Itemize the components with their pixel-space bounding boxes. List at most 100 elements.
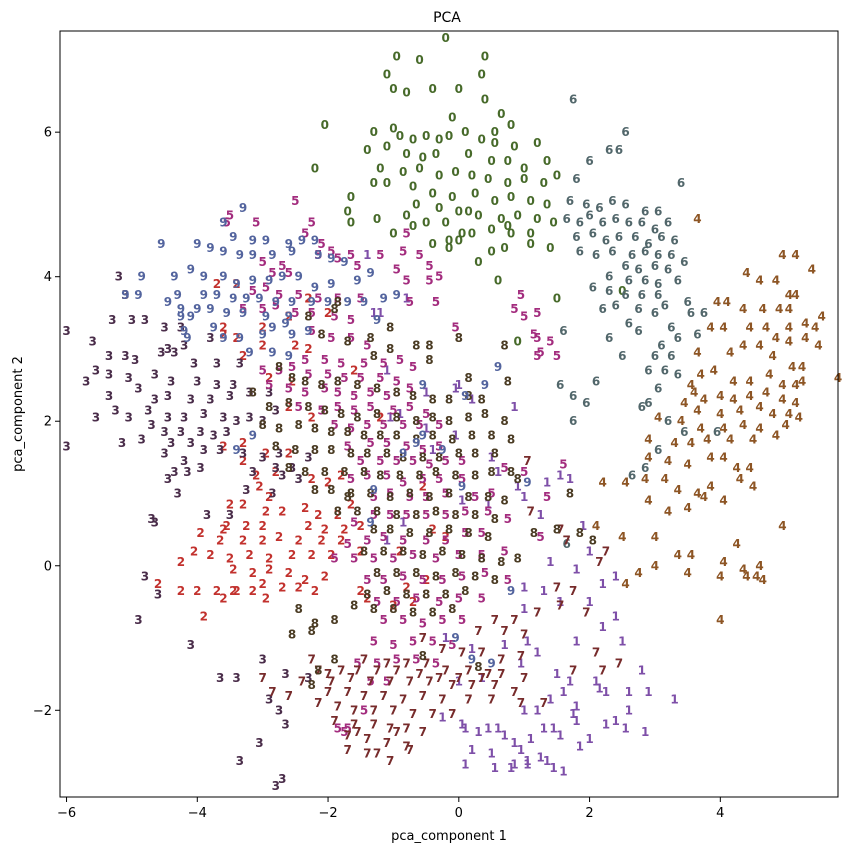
scatter-point-digit-9: 9 (249, 273, 257, 287)
scatter-point-digit-4: 4 (768, 407, 776, 421)
scatter-point-digit-1: 1 (566, 472, 574, 486)
scatter-point-digit-5: 5 (294, 288, 302, 302)
scatter-point-digit-3: 3 (209, 429, 217, 443)
scatter-point-digit-5: 5 (536, 530, 544, 544)
scatter-point-digit-8: 8 (386, 320, 394, 334)
scatter-point-digit-5: 5 (393, 454, 401, 468)
scatter-point-digit-4: 4 (785, 407, 793, 421)
scatter-point-digit-5: 5 (327, 331, 335, 345)
scatter-point-digit-8: 8 (321, 403, 329, 417)
scatter-point-digit-5: 5 (399, 613, 407, 627)
scatter-point-digit-8: 8 (350, 599, 358, 613)
scatter-point-digit-8: 8 (275, 421, 283, 435)
scatter-point-digit-8: 8 (272, 440, 280, 454)
scatter-point-digit-6: 6 (654, 443, 662, 457)
scatter-point-digit-4: 4 (746, 461, 754, 475)
scatter-point-digit-4: 4 (755, 338, 763, 352)
scatter-point-digit-9: 9 (438, 443, 446, 457)
scatter-point-digit-5: 5 (301, 385, 309, 399)
scatter-point-digit-4: 4 (651, 530, 659, 544)
scatter-point-digit-3: 3 (219, 411, 227, 425)
scatter-point-digit-6: 6 (605, 270, 613, 284)
scatter-point-digit-4: 4 (683, 501, 691, 515)
scatter-point-digit-0: 0 (412, 197, 420, 211)
scatter-point-digit-3: 3 (115, 270, 123, 284)
scatter-point-digit-3: 3 (272, 403, 280, 417)
scatter-point-digit-5: 5 (350, 515, 358, 529)
scatter-point-digit-1: 1 (494, 465, 502, 479)
scatter-point-digit-4: 4 (661, 472, 669, 486)
scatter-point-digit-0: 0 (543, 197, 551, 211)
scatter-point-digit-8: 8 (461, 584, 469, 598)
scatter-point-digit-6: 6 (644, 237, 652, 251)
scatter-point-digit-9: 9 (187, 262, 195, 276)
scatter-point-digit-3: 3 (242, 483, 250, 497)
scatter-point-digit-1: 1 (523, 754, 531, 768)
scatter-point-digit-2: 2 (177, 584, 185, 598)
scatter-point-digit-5: 5 (425, 458, 433, 472)
scatter-point-digit-2: 2 (278, 580, 286, 594)
scatter-point-digit-2: 2 (321, 523, 329, 537)
scatter-point-digit-5: 5 (376, 454, 384, 468)
scatter-point-digit-3: 3 (229, 378, 237, 392)
scatter-point-digit-5: 5 (409, 454, 417, 468)
scatter-point-digit-5: 5 (383, 436, 391, 450)
scatter-point-digit-4: 4 (644, 450, 652, 464)
scatter-point-digit-1: 1 (579, 519, 587, 533)
scatter-point-digit-5: 5 (442, 486, 450, 500)
scatter-point-digit-5: 5 (478, 526, 486, 540)
scatter-point-digit-0: 0 (504, 154, 512, 168)
scatter-point-digit-9: 9 (223, 306, 231, 320)
scatter-point-digit-5: 5 (419, 443, 427, 457)
scatter-point-digit-0: 0 (474, 208, 482, 222)
scatter-point-digit-8: 8 (334, 295, 342, 309)
scatter-point-digit-4: 4 (742, 570, 750, 584)
scatter-point-digit-2: 2 (357, 519, 365, 533)
scatter-point-digit-6: 6 (667, 349, 675, 363)
scatter-point-digit-6: 6 (598, 216, 606, 230)
scatter-point-digit-3: 3 (141, 313, 149, 327)
scatter-point-digit-4: 4 (749, 479, 757, 493)
scatter-point-digit-5: 5 (435, 418, 443, 432)
scatter-point-digit-5: 5 (304, 367, 312, 381)
scatter-point-digit-3: 3 (138, 432, 146, 446)
scatter-point-digit-5: 5 (334, 252, 342, 266)
scatter-point-digit-4: 4 (674, 483, 682, 497)
scatter-point-digit-5: 5 (402, 508, 410, 522)
scatter-point-digit-8: 8 (343, 490, 351, 504)
scatter-point-digit-9: 9 (523, 476, 531, 490)
scatter-point-digit-8: 8 (445, 523, 453, 537)
scatter-point-digit-3: 3 (245, 411, 253, 425)
scatter-point-digit-2: 2 (347, 497, 355, 511)
scatter-point-digit-5: 5 (363, 418, 371, 432)
scatter-point-digit-2: 2 (219, 328, 227, 342)
scatter-point-digit-7: 7 (389, 703, 397, 717)
scatter-point-digit-4: 4 (664, 454, 672, 468)
y-tick-label: 6 (44, 126, 52, 141)
scatter-point-digit-7: 7 (438, 642, 446, 656)
scatter-point-digit-1: 1 (543, 754, 551, 768)
scatter-point-digit-1: 1 (612, 609, 620, 623)
scatter-point-digit-6: 6 (582, 396, 590, 410)
scatter-point-digit-4: 4 (736, 403, 744, 417)
scatter-point-digit-5: 5 (399, 570, 407, 584)
scatter-point-digit-6: 6 (608, 244, 616, 258)
scatter-point-digit-7: 7 (298, 674, 306, 688)
scatter-point-digit-1: 1 (513, 479, 521, 493)
scatter-point-digit-7: 7 (415, 667, 423, 681)
scatter-point-digit-9: 9 (134, 288, 142, 302)
scatter-point-digit-9: 9 (494, 360, 502, 374)
scatter-point-digit-8: 8 (366, 331, 374, 345)
scatter-point-digit-8: 8 (294, 418, 302, 432)
scatter-point-digit-2: 2 (288, 548, 296, 562)
scatter-point-digit-5: 5 (363, 533, 371, 547)
scatter-point-digit-5: 5 (455, 591, 463, 605)
scatter-point-digit-9: 9 (285, 309, 293, 323)
scatter-point-digit-7: 7 (337, 664, 345, 678)
y-tick-label: 2 (44, 415, 52, 430)
scatter-point-digit-5: 5 (406, 490, 414, 504)
scatter-point-digit-6: 6 (621, 197, 629, 211)
scatter-point-digit-5: 5 (484, 505, 492, 519)
y-axis-ticks: −2 0 2 4 6 (33, 126, 60, 719)
scatter-point-digit-5: 5 (533, 331, 541, 345)
